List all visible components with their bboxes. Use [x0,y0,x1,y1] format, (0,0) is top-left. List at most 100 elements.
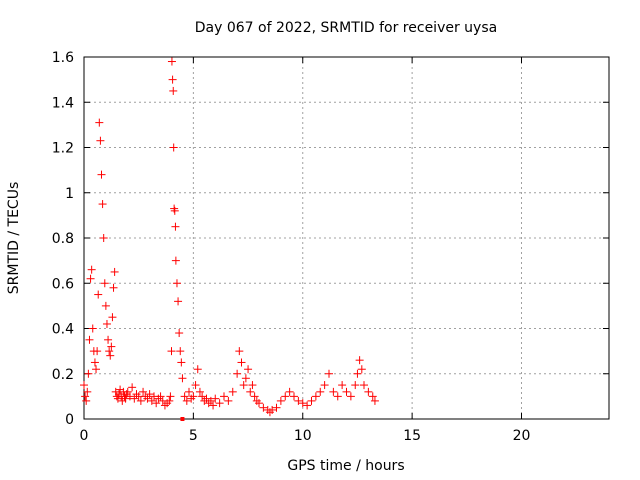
x-tick-label: 20 [513,428,531,444]
data-point [268,405,277,414]
data-point [355,356,364,365]
data-point [106,351,115,360]
data-point [95,118,104,127]
data-point [175,329,184,338]
data-point [169,86,178,95]
data-point [342,387,351,396]
data-point [94,290,103,299]
data-point [195,387,204,396]
data-point [353,369,362,378]
data-point [259,403,268,412]
data-point [81,392,90,401]
data-point [125,392,134,401]
data-point [168,75,177,84]
data-point [246,387,255,396]
data-point [167,347,176,356]
data-point [177,358,186,367]
data-point [370,396,379,405]
data-point [364,387,373,396]
data-point [325,369,333,378]
data-point [206,396,215,405]
data-point [86,274,95,283]
data-point [82,396,91,405]
data-point [241,374,250,383]
data-point [147,396,156,405]
data-point [198,392,207,401]
data-point [235,347,244,356]
data-point [96,136,105,145]
y-tick-label: 0.4 [52,322,74,338]
data-point [167,57,176,66]
data-point [311,392,320,401]
data-point [303,401,312,410]
y-tick-label: 0 [65,412,74,428]
data-point [143,394,152,403]
data-point [357,365,366,374]
y-tick-label: 1 [65,186,74,202]
data-point [92,365,101,374]
data-point [294,396,303,405]
data-point [166,392,175,401]
data-point [191,381,200,390]
data-point [182,396,191,405]
data-point [307,396,316,405]
data-point [156,392,165,401]
data-point [128,383,137,392]
data-point [169,143,178,152]
data-point [244,365,253,374]
data-point [165,396,174,405]
data-point [281,392,290,401]
data-point [329,387,338,396]
data-point [285,387,294,396]
data-point [84,369,93,378]
data-point [101,301,110,310]
data-point [360,381,368,390]
data-point [98,200,107,209]
data-point [250,392,259,401]
data-point [215,399,224,408]
data-point [170,206,179,215]
y-tick-label: 1.2 [52,141,74,157]
data-point [193,365,202,374]
data-point [83,387,92,396]
data-point [333,392,342,401]
data-point [97,170,106,179]
data-point [248,381,257,390]
data-point [202,394,211,403]
y-axis-title: SRMTID / TECUs [6,182,22,295]
data-point [160,401,169,410]
data-point [224,396,233,405]
data-point [272,403,281,412]
data-point [171,256,180,265]
data-point [298,399,307,408]
data-point [368,392,377,401]
data-point [90,358,99,367]
chart-title: Day 067 of 2022, SRMTID for receiver uys… [195,20,497,36]
data-point [174,297,183,306]
data-point [152,399,161,408]
data-point [171,222,180,231]
data-point [109,283,118,292]
data-point [105,347,114,356]
data-point [255,399,263,408]
data-point [136,396,145,405]
data-point [265,408,274,417]
data-point [204,399,213,408]
y-tick-label: 0.6 [52,276,74,292]
x-axis-title: GPS time / hours [287,458,404,474]
data-point [176,347,185,356]
data-point [276,396,285,405]
grid-layer [84,57,609,419]
data-point [320,381,329,390]
data-point [172,279,181,288]
data-point [93,347,102,356]
data-point [141,392,150,401]
data-point [87,265,96,274]
axis-marker-point [180,417,185,421]
data-point [104,335,113,344]
data-point [121,394,130,403]
data-point [338,381,347,390]
data-point [80,381,88,390]
data-point [351,381,360,390]
